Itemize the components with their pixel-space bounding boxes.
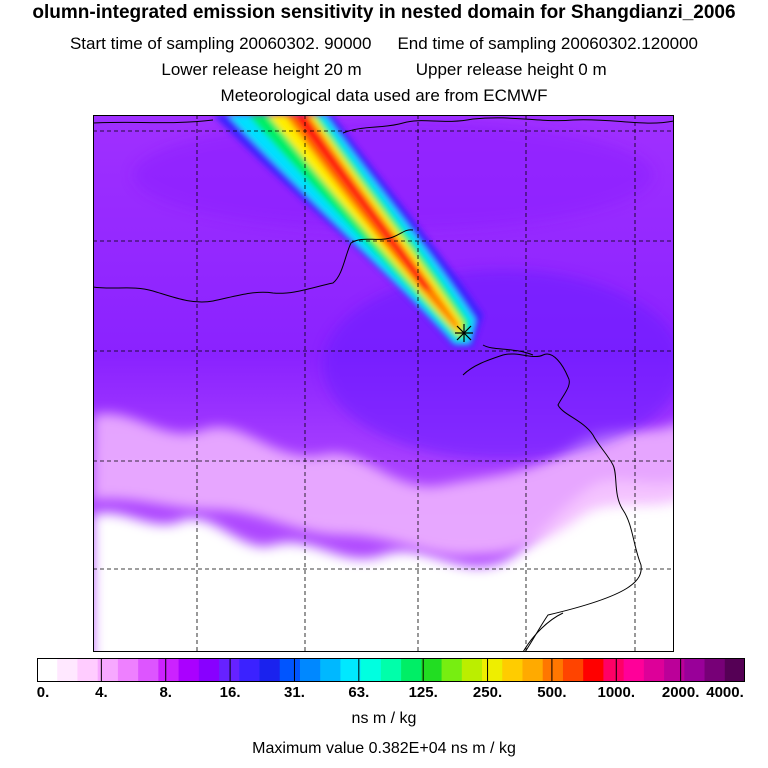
colorbar-tick-label: 2000. <box>661 684 700 701</box>
colorbar-tick-label: 4. <box>95 684 108 701</box>
colorbar-swatch <box>542 658 564 682</box>
colorbar-swatch <box>623 658 645 682</box>
colorbar-tick-label: 31. <box>284 684 305 701</box>
colorbar-swatch <box>77 658 99 682</box>
colorbar-swatch <box>724 658 745 682</box>
colorbar-swatch <box>219 658 240 682</box>
colorbar-swatch <box>684 658 706 682</box>
colorbar-tick-label: 63. <box>348 684 370 701</box>
colorbar-swatch <box>482 658 503 682</box>
colorbar-swatch <box>603 658 625 682</box>
colorbar-swatch <box>198 658 220 682</box>
colorbar-swatch <box>380 658 402 682</box>
colorbar <box>37 658 745 682</box>
colorbar-frame <box>37 658 745 682</box>
colorbar-swatch <box>138 658 159 682</box>
colorbar-swatch <box>664 658 685 682</box>
colorbar-swatch <box>502 658 524 682</box>
colorbar-swatch <box>117 658 139 682</box>
colorbar-tick-label: 8. <box>159 684 172 701</box>
colorbar-swatch <box>704 658 726 682</box>
release-heights: Lower release height 20 m Upper release h… <box>0 60 768 80</box>
colorbar-swatch <box>299 658 321 682</box>
maximum-value: Maximum value 0.382E+04 ns m / kg <box>252 740 516 757</box>
colorbar-tick-label: 250. <box>472 684 503 701</box>
map-frame <box>93 115 674 652</box>
colorbar-tick-label: 1000. <box>597 684 636 701</box>
colorbar-swatch <box>178 658 200 682</box>
colorbar-swatch <box>522 658 544 682</box>
colorbar-swatch <box>401 658 422 682</box>
colorbar-swatch <box>340 658 362 682</box>
colorbar-swatch <box>37 658 58 682</box>
colorbar-swatch <box>441 658 463 682</box>
lower-release-height: Lower release height 20 m <box>161 60 362 79</box>
colorbar-swatch <box>57 658 79 682</box>
end-time: End time of sampling 20060302.120000 <box>397 34 699 53</box>
receptor-marker <box>455 324 473 342</box>
colorbar-swatch <box>158 658 180 682</box>
colorbar-swatch <box>259 658 281 682</box>
colorbar-swatch <box>279 658 301 682</box>
colorbar-swatch <box>461 658 483 682</box>
colorbar-units: ns m / kg <box>351 710 417 727</box>
lat-lon-grid <box>93 115 674 652</box>
upper-release-height: Upper release height 0 m <box>415 60 607 79</box>
pink-fringe <box>93 413 674 556</box>
sensitivity-map <box>93 115 674 652</box>
colorbar-tick-label: 0. <box>36 684 50 701</box>
colorbar-swatch <box>421 658 443 682</box>
colorbar-tick-label: 16. <box>219 684 241 701</box>
emission-plume <box>213 115 483 347</box>
sampling-times: Start time of sampling 20060302. 90000 En… <box>0 34 768 54</box>
colorbar-swatch <box>583 658 604 682</box>
colorbar-tick-label: 125. <box>408 684 438 701</box>
met-data-note: Meteorological data used are from ECMWF <box>220 86 548 105</box>
colorbar-tick-label: 4000. <box>706 684 744 701</box>
colorbar-swatch <box>360 658 382 682</box>
colorbar-swatch <box>320 658 342 682</box>
colorbar-tick-label: 500. <box>537 684 567 701</box>
near-receptor-zone <box>323 270 674 460</box>
colorbar-swatch <box>562 658 584 682</box>
low-sensitivity-region <box>93 479 674 652</box>
colorbar-swatch <box>239 658 261 682</box>
colorbar-swatch <box>643 658 665 682</box>
start-time: Start time of sampling 20060302. 90000 <box>69 34 372 53</box>
colorbar-swatch <box>97 658 119 682</box>
plot-title: olumn-integrated emission sensitivity in… <box>32 2 736 23</box>
coastlines <box>93 117 674 652</box>
